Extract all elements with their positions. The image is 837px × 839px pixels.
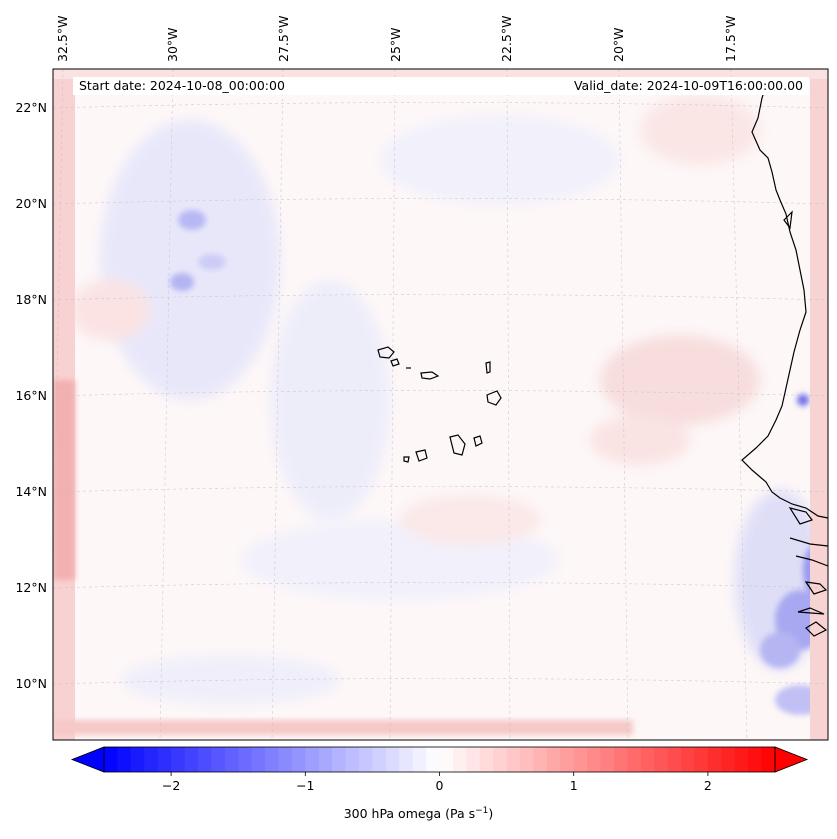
colorbar-extend-low [70, 746, 105, 773]
colorbar-segment [694, 747, 709, 772]
colorbar-segment [560, 747, 575, 772]
colorbar-segment [573, 747, 588, 772]
lat-label: 20°N [15, 196, 47, 211]
colorbar-segment [412, 747, 427, 772]
colorbar-segment [426, 747, 441, 772]
lat-label: 18°N [15, 292, 47, 307]
lat-label: 10°N [15, 676, 47, 691]
colorbar-segment [224, 747, 239, 772]
colorbar-tick-label: 0 [436, 778, 444, 793]
colorbar-segment [144, 747, 159, 772]
colorbar-segment [130, 747, 145, 772]
colorbar-segment [345, 747, 360, 772]
colorbar-segment [761, 747, 776, 772]
colorbar-segment [358, 747, 373, 772]
info-bar: Start date: 2024-10-08_00:00:00 Valid_da… [73, 77, 809, 95]
colorbar-segment [506, 747, 521, 772]
colorbar-segment [587, 747, 602, 772]
colorbar-segment [654, 747, 669, 772]
colorbar-segment [667, 747, 682, 772]
colorbar-segment [748, 747, 763, 772]
colorbar-segment [197, 747, 212, 772]
colorbar-segment [721, 747, 736, 772]
cape-verde-islands [377, 346, 502, 463]
colorbar-tick-label: 2 [704, 778, 712, 793]
colorbar-segment [452, 747, 467, 772]
colorbar-segment [493, 747, 508, 772]
colorbar-segment [211, 747, 226, 772]
colorbar-tick-label: 1 [570, 778, 578, 793]
colorbar-segment [291, 747, 306, 772]
colorbar-segment [318, 747, 333, 772]
colorbar-segment [734, 747, 749, 772]
lat-label: 12°N [15, 580, 47, 595]
colorbar-segment [117, 747, 132, 772]
colorbar-segment [479, 747, 494, 772]
colorbar-segment [681, 747, 696, 772]
colorbar-segment [171, 747, 186, 772]
lon-label: 32.5°W [55, 16, 70, 62]
lat-label: 22°N [15, 100, 47, 115]
colorbar-segment [372, 747, 387, 772]
colorbar-segment [399, 747, 414, 772]
colorbar-segment [251, 747, 266, 772]
colorbar-tick-label: −1 [296, 778, 314, 793]
lon-label: 27.5°W [276, 16, 291, 62]
colorbar-segment [305, 747, 320, 772]
colorbar-title-text: 300 hPa omega (Pa s [343, 806, 476, 822]
coastlines [377, 79, 828, 637]
valid-date-label: Valid_date: 2024-10-09T16:00:00.00 [573, 78, 803, 93]
colorbar [70, 746, 809, 773]
lon-label: 22.5°W [499, 16, 514, 62]
latitude-labels: 22°N 20°N 18°N 16°N 14°N 12°N 10°N [15, 100, 47, 691]
colorbar-segment [439, 747, 454, 772]
start-date-label: Start date: 2024-10-08_00:00:00 [79, 78, 285, 93]
lat-label: 14°N [15, 484, 47, 499]
colorbar-segment [332, 747, 347, 772]
lon-label: 17.5°W [723, 16, 738, 62]
colorbar-title: 300 hPa omega (Pa s−1) [0, 806, 837, 821]
colorbar-tick-label: −2 [162, 778, 180, 793]
colorbar-segment [613, 747, 628, 772]
colorbar-segment [278, 747, 293, 772]
africa-coastline [741, 79, 828, 519]
lon-label: 20°W [611, 27, 626, 62]
colorbar-segment [104, 747, 119, 772]
colorbar-segment [265, 747, 280, 772]
colorbar-title-suffix: ) [488, 806, 494, 822]
colorbar-segment [546, 747, 561, 772]
lon-label: 25°W [388, 27, 403, 62]
colorbar-ticks: −2 −1 0 1 2 [162, 772, 712, 793]
colorbar-segment [520, 747, 535, 772]
lon-label: 30°W [165, 27, 180, 62]
colorbar-segment [600, 747, 615, 772]
lat-label: 16°N [15, 388, 47, 403]
omega-field [53, 69, 828, 740]
units-exponent: −1 [475, 806, 489, 816]
longitude-labels: 32.5°W 30°W 27.5°W 25°W 22.5°W 20°W 17.5… [55, 16, 738, 62]
colorbar-segment [533, 747, 548, 772]
gridlines [53, 69, 828, 740]
colorbar-segment [238, 747, 253, 772]
colorbar-segment [157, 747, 172, 772]
colorbar-extend-high [774, 746, 809, 773]
map-frame [52, 68, 829, 741]
colorbar-segment [627, 747, 642, 772]
colorbar-segment [184, 747, 199, 772]
colorbar-segment [385, 747, 400, 772]
colorbar-segment [640, 747, 655, 772]
colorbar-segment [466, 747, 481, 772]
colorbar-segment [707, 747, 722, 772]
